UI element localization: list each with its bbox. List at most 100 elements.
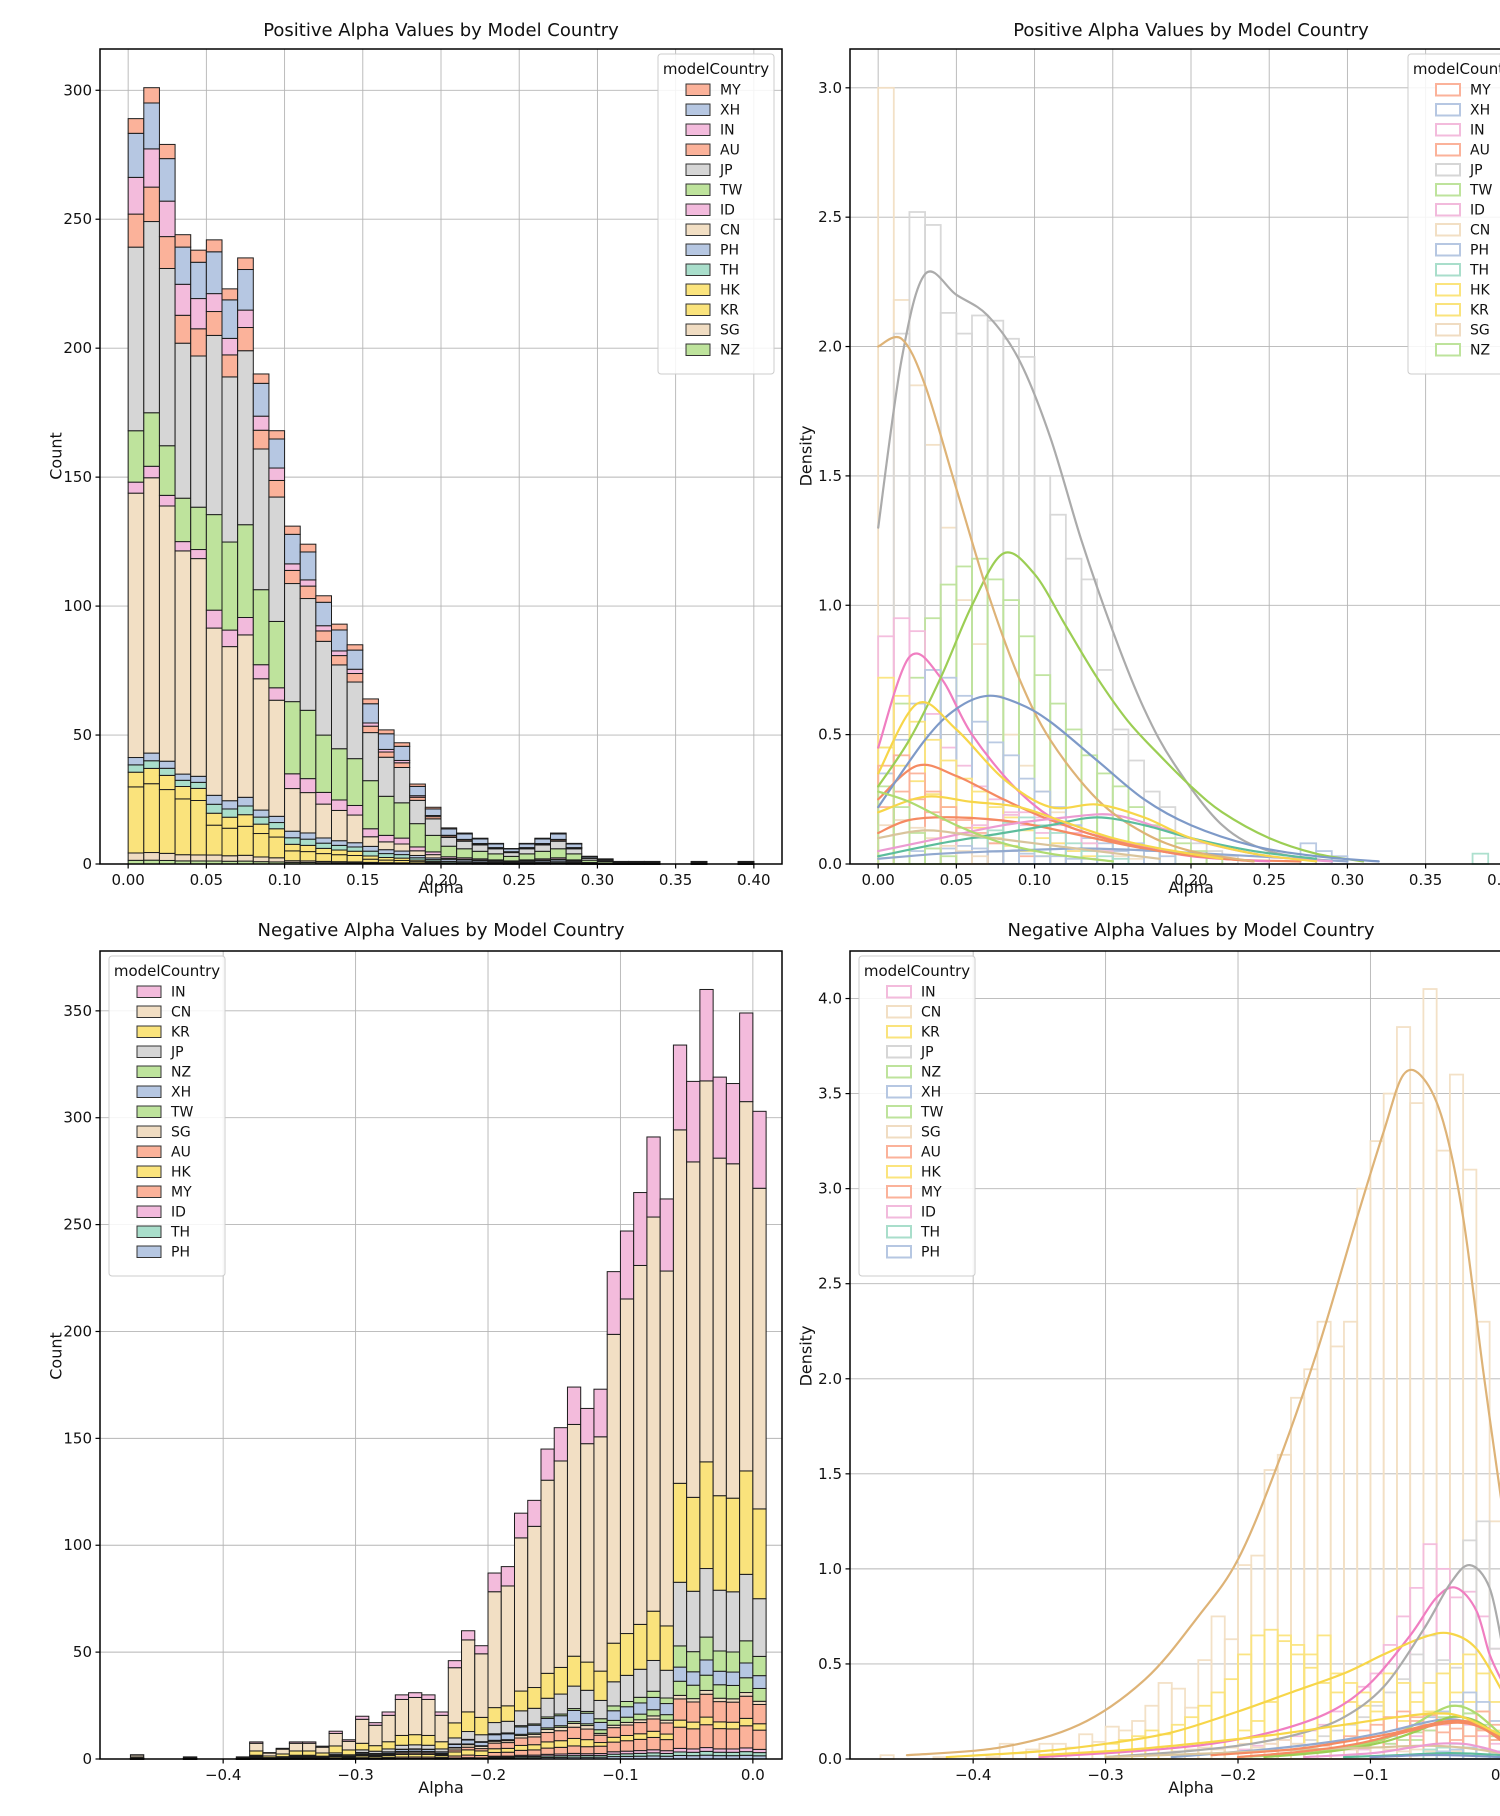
- bar-segment-HK: [191, 788, 207, 800]
- plot-area: 0.000.050.100.150.200.250.300.350.400.00…: [818, 49, 1500, 889]
- bar-segment-CN: [316, 804, 332, 838]
- bar-segment-IN: [726, 1084, 739, 1164]
- bar-segment-XH: [253, 383, 269, 416]
- bar-segment-XH: [550, 834, 566, 839]
- bar-segment-KR: [422, 1735, 435, 1745]
- bar-segment-IN: [753, 1111, 766, 1188]
- bar-segment-TH: [128, 765, 144, 772]
- density-bar-CN: [941, 528, 957, 864]
- bar-segment-MY: [519, 843, 535, 844]
- legend-swatch-SG: [887, 1126, 911, 1138]
- bar-segment-JP: [535, 845, 551, 851]
- bar-segment-KR: [528, 1688, 541, 1709]
- legend-label-ID: ID: [171, 1205, 186, 1221]
- legend-swatch-XH: [1436, 104, 1460, 116]
- legend-label-KR: KR: [720, 303, 739, 319]
- bar-segment-XH: [285, 534, 301, 564]
- bar-segment-JP: [206, 335, 222, 514]
- bar-segment-MY: [501, 1752, 514, 1756]
- bar-segment-XH: [740, 1663, 753, 1678]
- bar-segment-JP: [409, 1745, 422, 1749]
- density-bar-CN: [1317, 1322, 1330, 1759]
- bar-segment-XH: [462, 1740, 475, 1744]
- legend-swatch-XH: [137, 1086, 161, 1098]
- bar-segment-TH: [726, 1752, 739, 1755]
- bar-segment-SG: [713, 1698, 726, 1701]
- bar-segment-HK: [128, 772, 144, 787]
- bar-segment-XH: [475, 1742, 488, 1745]
- bar-segment-AU: [175, 315, 191, 343]
- legend-swatch-IN: [887, 986, 911, 998]
- density-bar-NZ: [925, 848, 941, 864]
- bar-segment-JP: [144, 222, 160, 413]
- bar-segment-KR: [740, 1471, 753, 1574]
- bar-segment-SG: [253, 857, 269, 862]
- bar-segment-XH: [316, 602, 332, 625]
- bar-segment-IN: [369, 1723, 382, 1726]
- density-bar-XH: [925, 848, 941, 864]
- bar-segment-HK: [238, 815, 254, 827]
- legend-label-NZ: NZ: [921, 1065, 941, 1081]
- bar-segment-TW: [410, 824, 426, 847]
- bar-segment-ID: [269, 688, 285, 700]
- bar-segment-TH: [238, 806, 254, 815]
- bar-segment-MY: [175, 235, 191, 247]
- legend-label-TW: TW: [920, 1105, 944, 1121]
- bar-segment-IN: [581, 1408, 594, 1443]
- bar-segment-JP: [395, 1745, 408, 1749]
- bar-segment-TH: [285, 838, 301, 845]
- bar-segment-JP: [647, 1660, 660, 1691]
- bar-segment-KR: [501, 1706, 514, 1721]
- legend-label-KR: KR: [1470, 303, 1489, 319]
- bar-segment-KR: [753, 1509, 766, 1599]
- bar-segment-KR: [581, 1662, 594, 1690]
- bar-segment-CN: [740, 1102, 753, 1471]
- bar-segment-TH: [222, 809, 238, 817]
- density-bar-IN: [1476, 1616, 1489, 1759]
- bar-segment-TW: [441, 846, 457, 857]
- bar-segment-HK: [713, 1722, 726, 1729]
- bar-segment-HK: [159, 775, 175, 789]
- bar-segment-HK: [269, 829, 285, 837]
- bar-segment-NZ: [594, 1719, 607, 1723]
- svg-text:4.0: 4.0: [818, 990, 842, 1008]
- bar-segment-XH: [726, 1672, 739, 1685]
- svg-text:0.5: 0.5: [818, 726, 842, 744]
- legend-label-MY: MY: [1470, 83, 1491, 99]
- bar-segment-JP: [175, 343, 191, 498]
- bar-segment-MY: [128, 119, 144, 134]
- bar-segment-XH: [501, 1734, 514, 1740]
- bar-segment-CN: [395, 1699, 408, 1735]
- bar-segment-KR: [382, 1742, 395, 1749]
- bar-segment-IN: [159, 201, 175, 236]
- bar-segment-IN: [382, 1712, 395, 1715]
- density-bar-KR: [1185, 1717, 1198, 1759]
- svg-text:3.5: 3.5: [818, 1085, 842, 1103]
- bar-segment-JP: [425, 819, 441, 836]
- bar-segment-JP: [660, 1670, 673, 1698]
- legend-label-XH: XH: [1470, 103, 1490, 119]
- bar-segment-JP: [475, 1735, 488, 1742]
- bar-segment-MY: [285, 526, 301, 534]
- bar-segment-HK: [726, 1722, 739, 1729]
- legend-swatch-TH: [137, 1226, 161, 1238]
- bar-segment-TW: [566, 854, 582, 860]
- bar-segment-AU: [514, 1738, 527, 1745]
- legend-label-CN: CN: [171, 1005, 191, 1021]
- bar-segment-JP: [607, 1682, 620, 1706]
- bar-segment-XH: [441, 829, 457, 835]
- bar-segment-NZ: [647, 1691, 660, 1697]
- legend-swatch-TW: [1436, 184, 1460, 196]
- bar-segment-CN: [378, 842, 394, 850]
- legend-title: modelCountry: [114, 962, 220, 980]
- bar-segment-TW: [175, 498, 191, 541]
- bar-segment-MY: [753, 1730, 766, 1749]
- legend-label-XH: XH: [921, 1085, 941, 1101]
- bar-segment-AU: [620, 1725, 633, 1735]
- bar-segment-AU: [541, 1733, 554, 1742]
- bar-segment-TW: [394, 803, 410, 838]
- bar-segment-PH: [222, 801, 238, 809]
- bar-segment-CN: [382, 1715, 395, 1741]
- bar-segment-MY: [550, 833, 566, 834]
- bar-segment-KR: [175, 799, 191, 855]
